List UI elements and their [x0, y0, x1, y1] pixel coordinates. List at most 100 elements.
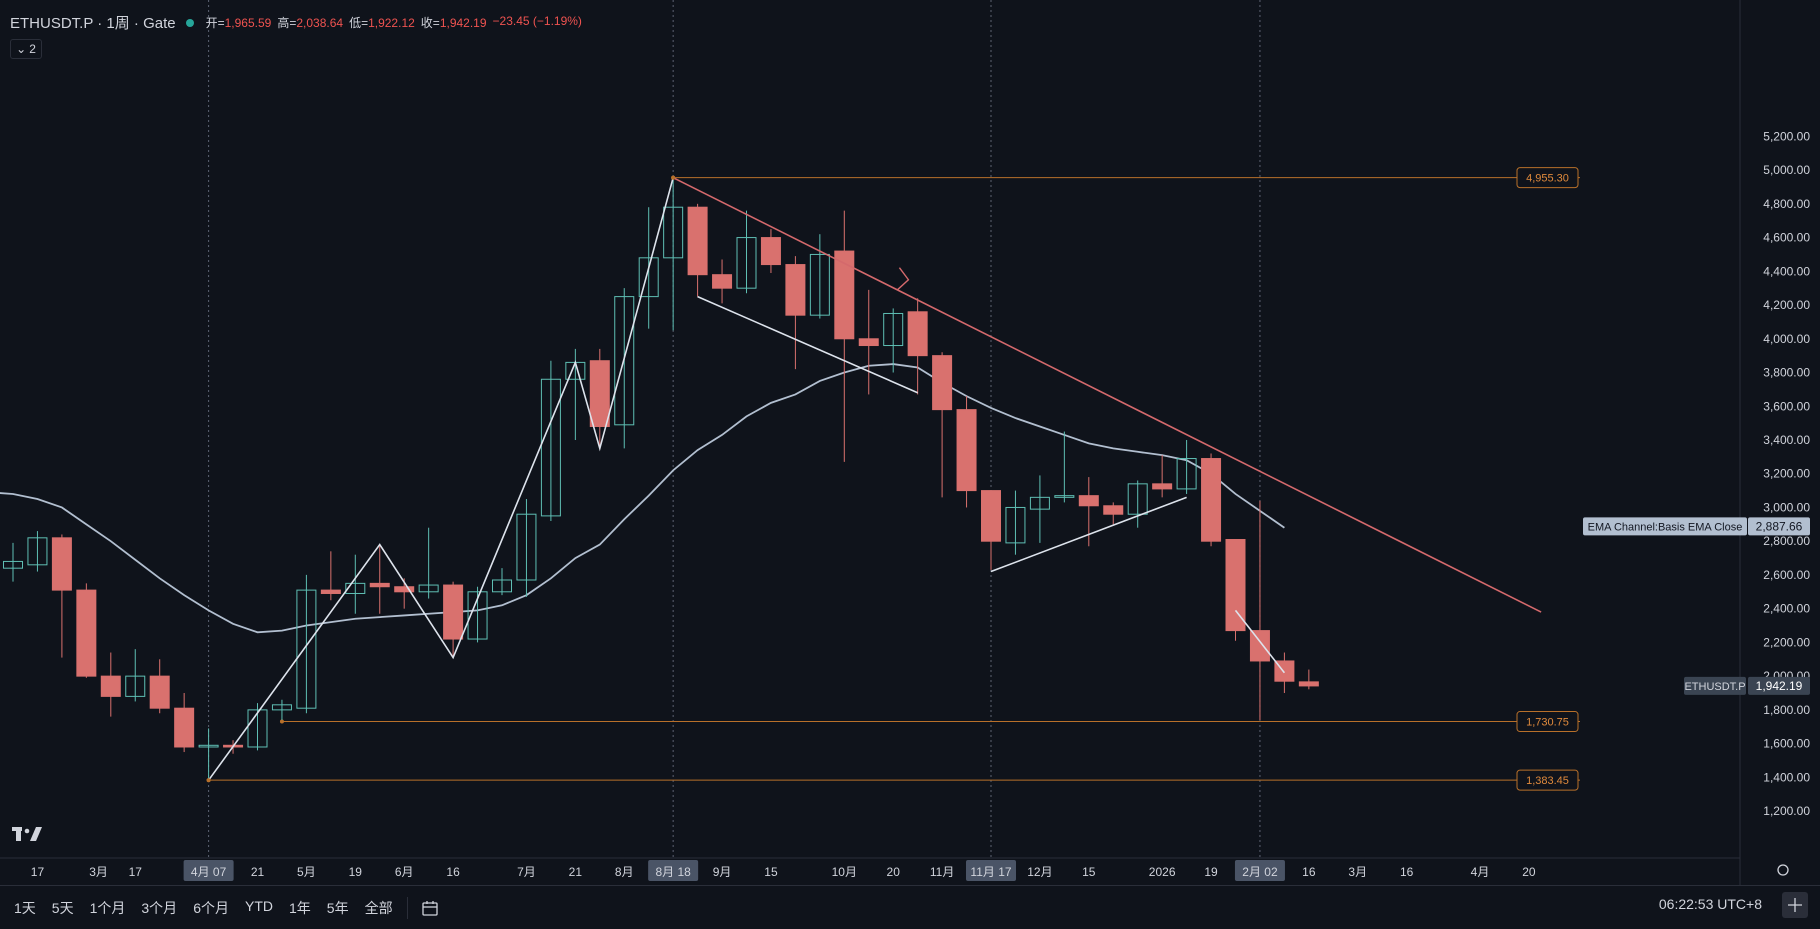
trendline-1[interactable] [697, 295, 918, 394]
indicators-collapse-button[interactable]: ⌄ 2 [10, 39, 42, 59]
bottom-toolbar: 1天 5天 1个月 3个月 6个月 YTD 1年 5年 全部 [0, 885, 1820, 929]
symbol-title[interactable]: ETHUSDT.P · 1周 · Gate [10, 15, 176, 32]
trend-arrow-icon [896, 267, 910, 291]
candle-body-12[interactable] [296, 589, 317, 709]
trendline-2[interactable] [990, 496, 1187, 573]
y-tick-label-11: 3,400.00 [1763, 433, 1810, 447]
candle-body-41[interactable] [1005, 506, 1026, 544]
calendar-icon[interactable] [420, 899, 440, 917]
y-tick-label-16: 4,400.00 [1763, 264, 1810, 278]
candle-body-34[interactable] [834, 250, 855, 340]
level-price-tag-1[interactable] [1516, 711, 1579, 733]
tradingview-logo-icon [12, 827, 42, 848]
candle-body-38[interactable] [932, 355, 953, 411]
candle-body-11[interactable] [271, 704, 292, 711]
range-button-8[interactable]: 全部 [364, 899, 393, 916]
candle-body-46[interactable] [1127, 483, 1148, 515]
candle-body-37[interactable] [907, 311, 928, 357]
candle-body-5[interactable] [125, 675, 146, 697]
close-label: 收= [420, 16, 440, 30]
candle-body-8[interactable] [198, 744, 219, 748]
candle-body-27[interactable] [663, 206, 684, 259]
candle-body-0[interactable] [3, 560, 23, 569]
candle-body-25[interactable] [614, 296, 635, 426]
candle-body-13[interactable] [320, 589, 341, 594]
range-button-7[interactable]: 5年 [326, 899, 349, 916]
open-label: 开= [205, 16, 225, 30]
x-tick-label-20: 15 [1082, 865, 1096, 879]
x-tick-label-25: 3月 [1348, 865, 1367, 879]
candle-body-7[interactable] [174, 707, 195, 748]
candle-body-42[interactable] [1029, 496, 1050, 510]
candle-body-3[interactable] [76, 589, 97, 677]
range-button-5[interactable]: YTD [244, 897, 273, 914]
candle-body-16[interactable] [394, 586, 415, 593]
crosshair-toggle-icon[interactable] [1782, 892, 1808, 918]
range-button-6[interactable]: 1年 [288, 899, 311, 916]
trendline-3[interactable] [1234, 609, 1286, 674]
candle-body-35[interactable] [858, 338, 879, 347]
ema-basis-line[interactable] [0, 363, 1285, 634]
range-button-4[interactable]: 6个月 [193, 899, 229, 916]
candle-body-24[interactable] [589, 360, 610, 427]
zigzag-line[interactable] [207, 177, 674, 781]
candle-body-20[interactable] [492, 579, 512, 593]
low-value: 1,922.12 [368, 16, 415, 30]
candle-body-29[interactable] [712, 274, 733, 289]
candle-body-30[interactable] [736, 237, 757, 289]
candle-body-36[interactable] [883, 312, 904, 347]
candle-body-53[interactable] [1298, 681, 1319, 687]
candle-body-51[interactable] [1249, 630, 1270, 662]
price-chart[interactable]: 1,200.001,400.001,600.001,800.002,000.00… [0, 0, 1820, 885]
candle-body-1[interactable] [27, 537, 48, 566]
candle-body-40[interactable] [981, 490, 1001, 542]
candle-body-21[interactable] [516, 513, 537, 581]
candle-body-15[interactable] [369, 582, 390, 588]
candle-body-48[interactable] [1176, 458, 1197, 490]
candle-body-26[interactable] [638, 257, 659, 298]
candle-body-6[interactable] [149, 675, 170, 709]
high-label: 高= [277, 16, 297, 30]
range-button-3[interactable]: 3个月 [141, 899, 178, 916]
level-price-tag-2[interactable] [1516, 769, 1579, 791]
candle-body-33[interactable] [809, 253, 830, 316]
candle-body-50[interactable] [1225, 539, 1246, 632]
candle-body-2[interactable] [51, 537, 72, 591]
x-tick-label-11: 8月 [615, 865, 634, 879]
y-tick-label-9: 3,000.00 [1763, 500, 1810, 514]
chart-header: ETHUSDT.P · 1周 · Gate 开=1,965.59 高=2,038… [10, 12, 582, 33]
level-price-tag-0[interactable] [1516, 167, 1579, 189]
range-button-2[interactable]: 1个月 [89, 899, 126, 916]
x-tick-label-28: 20 [1522, 865, 1536, 879]
candle-body-47[interactable] [1152, 483, 1173, 490]
candle-body-44[interactable] [1078, 495, 1099, 507]
candle-body-39[interactable] [956, 409, 977, 492]
clock[interactable]: 06:22:53 UTC+8 [1658, 896, 1762, 912]
candle-body-45[interactable] [1103, 505, 1124, 515]
candle-body-10[interactable] [247, 709, 268, 748]
candle-body-49[interactable] [1201, 458, 1222, 542]
market-status-dot [185, 18, 194, 27]
candle-body-22[interactable] [540, 378, 561, 517]
candle-body-32[interactable] [785, 264, 806, 316]
range-button-0[interactable]: 1天 [14, 899, 36, 916]
y-tick-label-20: 5,200.00 [1763, 129, 1810, 143]
x-tick-label-7: 6月 [395, 865, 414, 879]
x-tick-highlight-18 [966, 860, 1016, 881]
x-tick-label-6: 19 [349, 865, 363, 879]
candle-body-28[interactable] [687, 206, 708, 276]
x-tick-label-9: 7月 [517, 865, 536, 879]
x-tick-label-22: 19 [1204, 865, 1218, 879]
range-button-1[interactable]: 5天 [51, 899, 74, 916]
candle-body-19[interactable] [467, 591, 488, 640]
candle-body-17[interactable] [418, 584, 439, 593]
indicator-count: 2 [29, 42, 36, 56]
candle-body-4[interactable] [100, 675, 121, 697]
y-tick-label-12: 3,600.00 [1763, 399, 1810, 413]
trendline-0[interactable] [672, 176, 1542, 613]
candle-body-43[interactable] [1054, 495, 1075, 498]
axis-settings-icon[interactable] [1777, 864, 1789, 876]
candle-body-18[interactable] [443, 584, 464, 640]
candle-body-14[interactable] [345, 582, 366, 594]
candle-body-31[interactable] [760, 237, 781, 266]
